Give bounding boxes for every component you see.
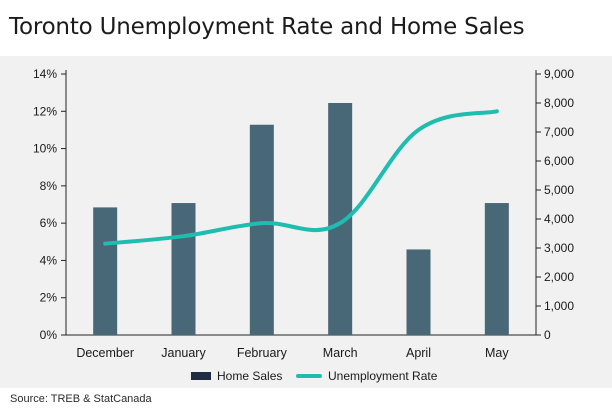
chart-title: Toronto Unemployment Rate and Home Sales (9, 14, 525, 40)
legend-label-unemployment-rate: Unemployment Rate (328, 369, 438, 383)
legend-swatch-home-sales (191, 372, 211, 380)
source-note: Source: TREB & StatCanada (10, 393, 152, 405)
legend-item-home-sales: Home Sales (191, 369, 282, 383)
left-tick-label: 10% (33, 142, 57, 156)
x-tick-label: February (237, 346, 288, 360)
right-tick-label: 1,000 (544, 299, 574, 313)
legend-label-home-sales: Home Sales (217, 369, 283, 383)
right-tick-label: 2,000 (544, 270, 574, 284)
bar-home-sales (171, 203, 196, 335)
legend-item-unemployment-rate: Unemployment Rate (296, 369, 437, 383)
right-tick-label: 7,000 (544, 125, 574, 139)
right-tick-label: 4,000 (544, 212, 574, 226)
x-tick-label: December (76, 346, 134, 360)
line-unemployment-rate (103, 109, 499, 246)
legend-swatch-unemployment-rate (296, 374, 322, 378)
left-tick-label: 8% (40, 179, 58, 193)
left-tick-label: 2% (40, 291, 58, 305)
right-tick-label: 3,000 (544, 241, 574, 255)
left-tick-label: 6% (40, 216, 58, 230)
right-tick-label: 9,000 (544, 67, 574, 81)
left-tick-label: 0% (40, 328, 58, 342)
bar-home-sales (406, 249, 431, 335)
x-tick-label: April (406, 346, 431, 360)
left-tick-label: 12% (33, 104, 57, 118)
chart-legend: Home Sales Unemployment Rate (0, 369, 612, 385)
bar-home-sales (249, 124, 274, 335)
right-tick-label: 5,000 (544, 183, 574, 197)
x-tick-label: March (323, 346, 358, 360)
right-tick-label: 0 (544, 328, 551, 342)
left-tick-label: 14% (33, 67, 57, 81)
bar-home-sales (93, 207, 118, 335)
right-tick-label: 8,000 (544, 96, 574, 110)
x-tick-label: May (485, 346, 509, 360)
right-tick-label: 6,000 (544, 154, 574, 168)
left-tick-label: 4% (40, 253, 58, 267)
bar-home-sales (484, 203, 509, 335)
x-tick-label: January (161, 346, 206, 360)
